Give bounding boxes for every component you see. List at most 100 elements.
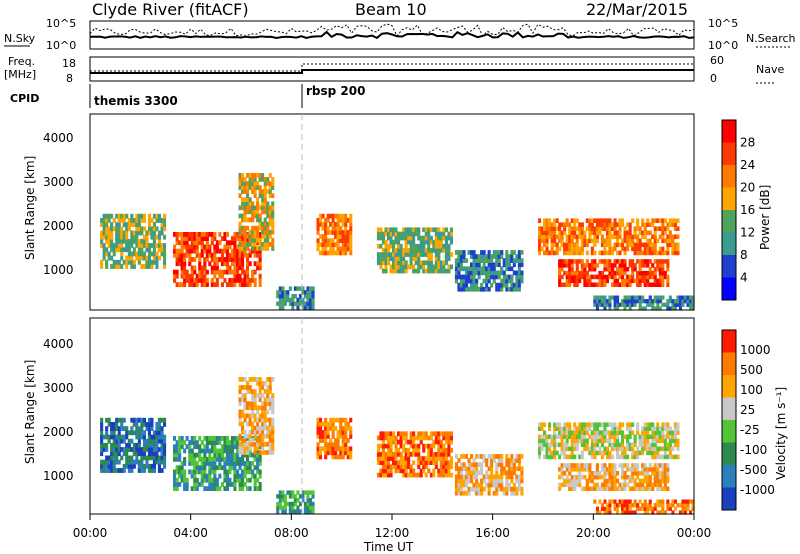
heatmap-cell-velocity-6 [492,490,496,496]
heatmap-cell-velocity-6 [485,458,489,463]
heatmap-cell-velocity-9 [623,510,627,515]
heatmap-cell-power-1 [241,248,245,254]
heatmap-cell-power-2 [246,233,250,239]
heatmap-cell-velocity-2 [253,446,257,451]
heatmap-cell-power-8 [605,278,609,284]
heatmap-cell-power-8 [616,267,620,272]
heatmap-cell-power-1 [203,236,207,241]
heatmap-cell-power-7 [588,222,592,227]
heatmap-cell-velocity-7 [643,434,647,440]
heatmap-cell-velocity-6 [505,474,509,480]
heatmap-cell-velocity-7 [633,442,637,448]
heatmap-cell-power-1 [183,261,187,267]
heatmap-cell-power-3 [301,290,305,295]
heatmap-cell-velocity-2 [268,389,272,394]
heatmap-cell-velocity-0 [147,468,151,473]
heatmap-cell-velocity-0 [110,426,114,431]
heatmap-cell-power-5 [381,260,385,266]
heatmap-cell-velocity-7 [610,430,614,435]
heatmap-cell-velocity-3 [291,509,295,514]
heatmap-cell-power-7 [568,238,572,244]
heatmap-cell-velocity-1 [208,448,212,454]
heatmap-cell-power-6 [507,286,511,292]
heatmap-cell-velocity-1 [256,448,260,454]
heatmap-cell-power-8 [623,282,627,287]
heatmap-cell-velocity-5 [402,431,406,437]
heatmap-cell-power-1 [238,265,242,271]
heatmap-cell-power-7 [568,246,572,252]
heatmap-cell-power-7 [543,242,547,248]
heatmap-cell-power-5 [437,264,441,270]
heatmap-cell-velocity-1 [243,465,247,471]
heatmap-cell-velocity-9 [658,510,662,515]
heatmap-cell-velocity-7 [646,426,650,431]
heatmap-cell-velocity-5 [449,435,453,441]
heatmap-cell-power-0 [130,218,134,223]
heatmap-cell-velocity-5 [429,456,433,461]
heatmap-cell-velocity-7 [555,434,559,440]
heatmap-cell-power-8 [666,267,670,272]
velocity-ytick-3000: 3000 [43,381,74,395]
heatmap-cell-power-7 [545,246,549,252]
heatmap-cell-power-2 [243,209,247,215]
heatmap-cell-power-1 [190,236,194,241]
heatmap-cell-power-6 [470,262,474,268]
heatmap-cell-power-6 [512,270,516,276]
heatmap-cell-power-7 [613,222,617,227]
heatmap-cell-power-1 [175,273,179,279]
heatmap-cell-velocity-6 [495,478,499,484]
heatmap-cell-power-5 [404,239,408,245]
heatmap-cell-velocity-8 [585,463,589,468]
heatmap-cell-velocity-7 [653,426,657,431]
heatmap-cell-power-5 [437,231,441,237]
heatmap-cell-velocity-6 [515,466,519,472]
heatmap-cell-velocity-5 [387,460,391,465]
heatmap-cell-velocity-0 [107,455,111,461]
heatmap-cell-power-8 [603,282,607,287]
heatmap-cell-velocity-7 [616,454,620,460]
heatmap-cell-velocity-8 [633,463,637,468]
heatmap-cell-power-4 [336,246,340,252]
heatmap-cell-power-1 [210,232,214,237]
heatmap-cell-velocity-0 [152,430,156,436]
heatmap-cell-velocity-4 [321,434,325,439]
heatmap-cell-power-4 [321,242,325,248]
heatmap-cell-velocity-1 [203,486,207,491]
heatmap-cell-power-6 [490,258,494,263]
heatmap-cell-velocity-0 [135,422,139,427]
heatmap-cell-velocity-8 [575,482,579,488]
heatmap-cell-power-8 [628,278,632,284]
heatmap-cell-velocity-8 [608,482,612,488]
heatmap-cell-velocity-6 [480,490,484,496]
heatmap-cell-power-7 [626,246,630,252]
heatmap-cell-power-9 [595,299,599,304]
heatmap-cell-velocity-5 [399,452,403,457]
heatmap-cell-power-1 [258,282,262,287]
heatmap-cell-velocity-1 [213,482,217,487]
heatmap-cell-power-5 [449,264,453,270]
heatmap-cell-power-0 [145,230,149,236]
heatmap-cell-power-8 [621,282,625,287]
heatmap-cell-power-6 [510,266,514,272]
heatmap-cell-power-0 [147,213,151,219]
heatmap-cell-power-9 [595,306,599,311]
heatmap-cell-velocity-7 [636,446,640,452]
heatmap-cell-velocity-6 [454,490,458,496]
heatmap-cell-power-0 [125,243,129,248]
heatmap-cell-power-9 [686,299,690,304]
heatmap-cell-velocity-5 [442,464,446,470]
heatmap-cell-velocity-4 [321,430,325,435]
heatmap-cell-velocity-6 [517,486,521,492]
heatmap-cell-velocity-6 [512,458,516,463]
heatmap-cell-velocity-1 [241,461,245,466]
heatmap-cell-power-0 [132,230,136,236]
heatmap-cell-power-0 [115,243,119,248]
heatmap-cell-power-6 [477,266,481,272]
heatmap-cell-power-1 [195,282,199,287]
heatmap-cell-velocity-4 [324,430,328,435]
heatmap-cell-velocity-2 [238,433,242,439]
heatmap-cell-velocity-1 [180,465,184,471]
heatmap-cell-power-0 [130,234,134,240]
heatmap-cell-power-1 [220,282,224,287]
heatmap-cell-velocity-5 [407,456,411,461]
